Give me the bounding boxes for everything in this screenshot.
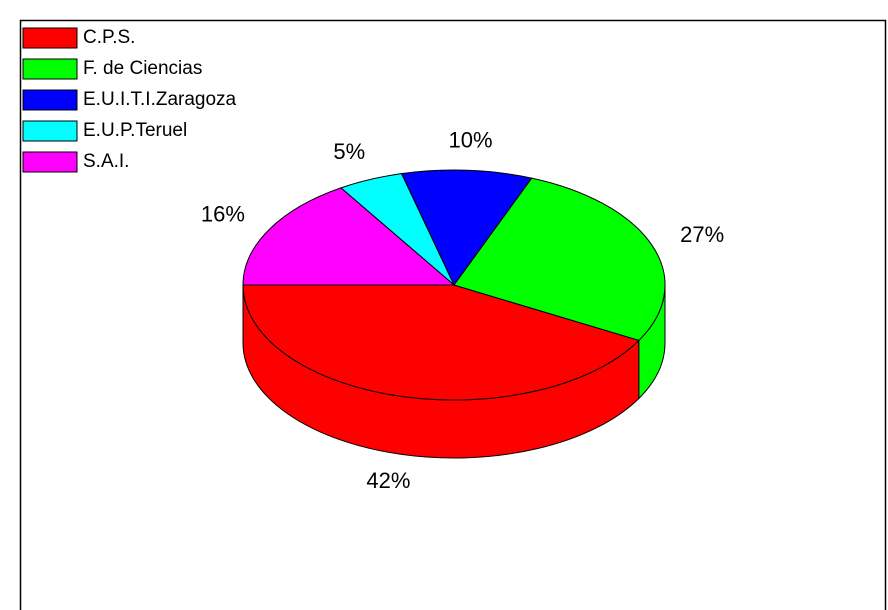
legend-swatch (22, 151, 78, 173)
data-label: 10% (449, 127, 493, 152)
data-label: 27% (680, 222, 724, 247)
pie-slice (453, 177, 666, 341)
data-label: 16% (201, 202, 245, 227)
data-label: 5% (333, 139, 365, 164)
legend-swatch (22, 120, 78, 142)
pie-slice (242, 284, 640, 401)
legend-swatch (22, 58, 78, 80)
legend-label: F. de Ciencias (83, 58, 202, 79)
legend-label: C.P.S. (83, 27, 135, 48)
legend-label: E.U.P.Teruel (83, 120, 187, 141)
legend-swatch (22, 89, 78, 111)
legend-label: S.A.I. (83, 151, 129, 172)
legend-swatch (22, 27, 78, 49)
pie-slice (400, 169, 533, 286)
legend-label: E.U.I.T.I.Zaragoza (83, 89, 237, 110)
data-label: 42% (366, 468, 410, 493)
pie-slice (242, 187, 456, 286)
